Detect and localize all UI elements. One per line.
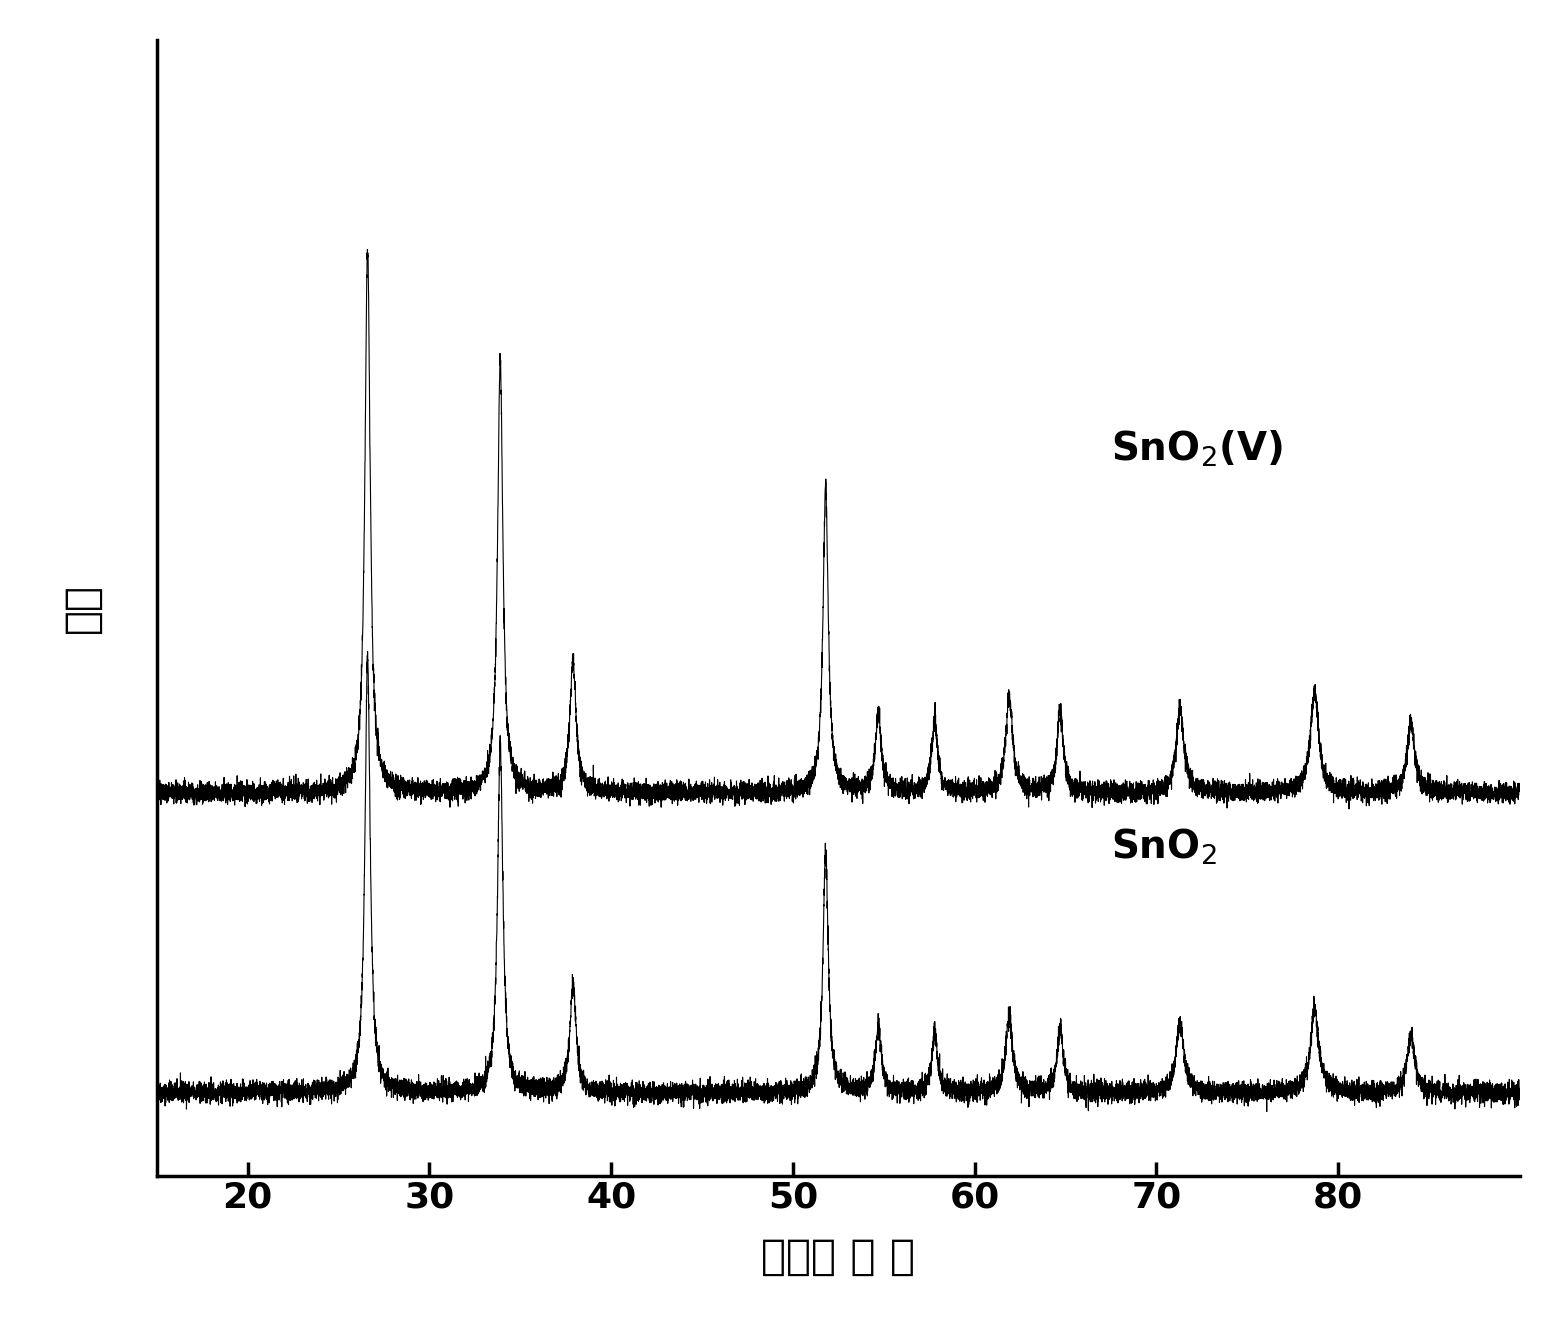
Text: SnO$_2$(V): SnO$_2$(V) — [1111, 429, 1283, 469]
Text: SnO$_2$: SnO$_2$ — [1111, 826, 1216, 867]
X-axis label: 衍射角 ／ 度: 衍射角 ／ 度 — [762, 1236, 915, 1277]
Text: 强度: 强度 — [61, 582, 103, 633]
